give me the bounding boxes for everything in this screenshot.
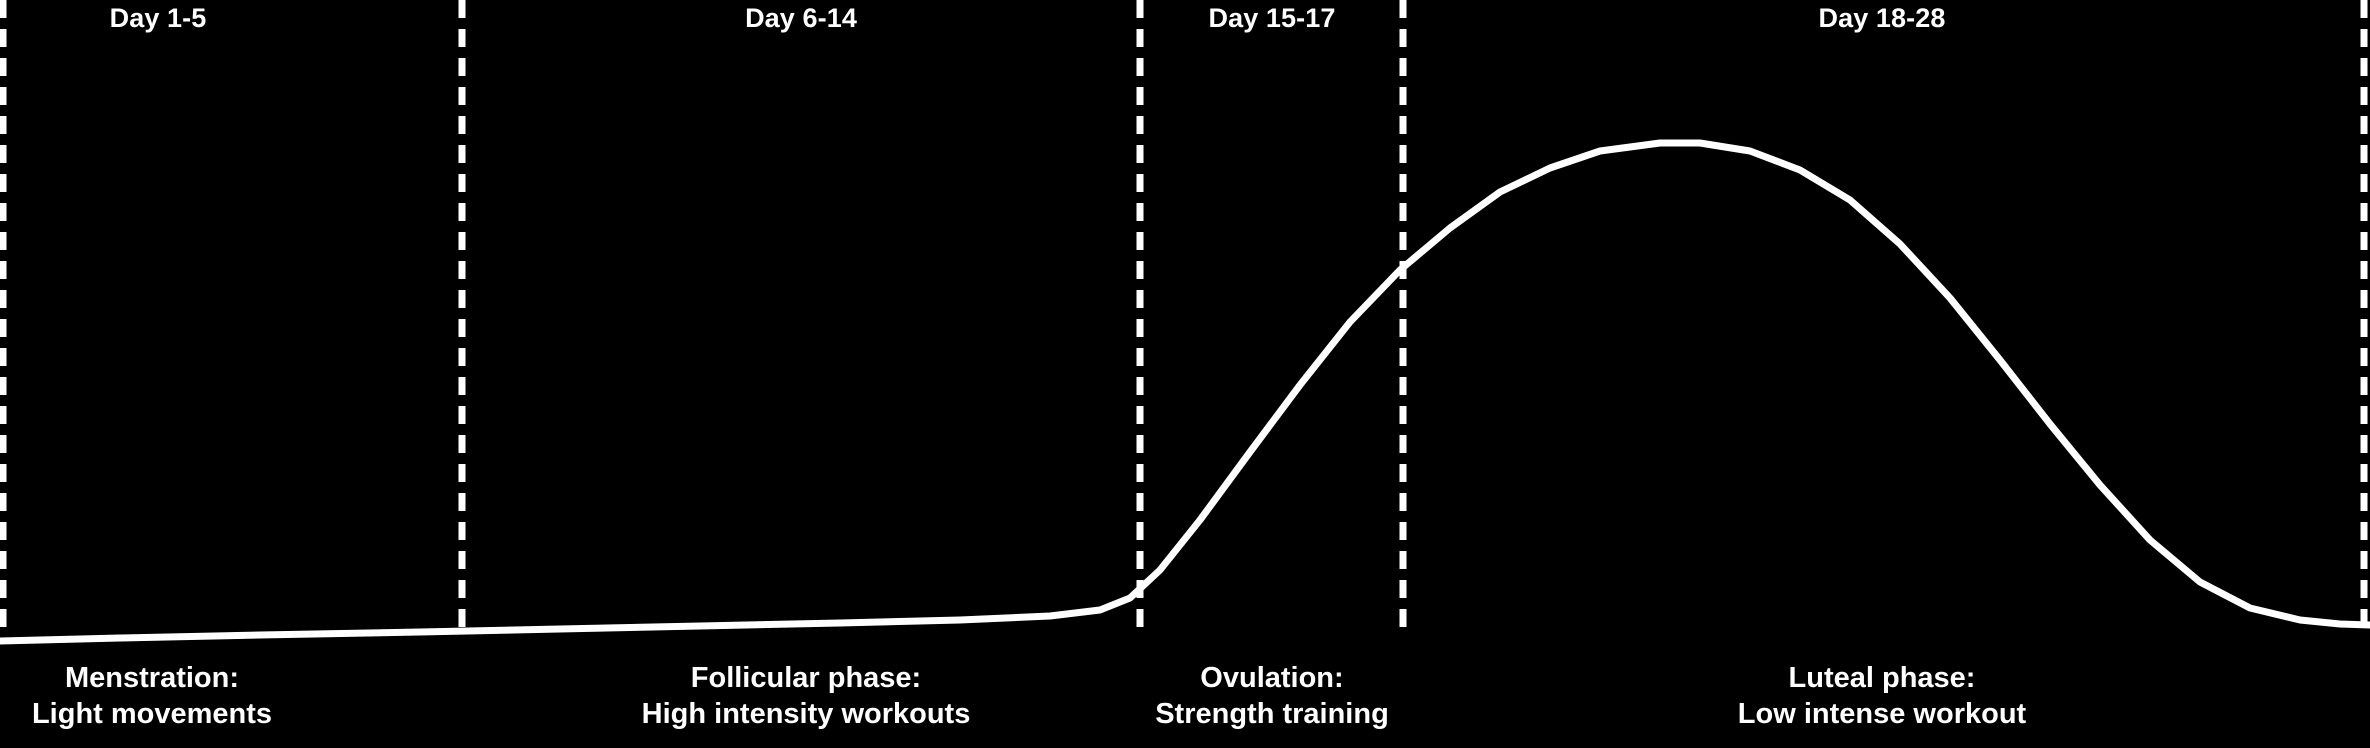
phase-name-ovulation: Ovulation:	[1200, 662, 1344, 694]
phase-top-label-follicular: Day 6-14	[643, 2, 959, 34]
phase-day-range-follicular: Day 6-14	[745, 3, 857, 33]
phase-recommendation-ovulation: Strength training	[1155, 698, 1389, 730]
phase-divider-lines	[0, 0, 2368, 636]
phase-bottom-label-luteal: Luteal phase: Low intense workout	[1682, 660, 2082, 732]
phase-recommendation-menstration: Light movements	[31, 698, 273, 730]
phase-name-follicular: Follicular phase:	[690, 662, 922, 694]
phase-day-range-menstration: Day 1-5	[109, 3, 207, 33]
phase-bottom-label-menstration: Menstration: Light movements	[0, 660, 304, 732]
phase-bottom-label-follicular: Follicular phase: High intensity workout…	[606, 660, 1006, 732]
phase-recommendation-luteal: Low intense workout	[1737, 698, 2027, 730]
phase-name-menstration: Menstration:	[65, 662, 239, 694]
phase-name-luteal: Luteal phase:	[1788, 662, 1976, 694]
phase-day-range-luteal: Day 18-28	[1818, 3, 1946, 33]
phase-bottom-label-ovulation: Ovulation: Strength training	[1122, 660, 1422, 732]
phase-recommendation-follicular: High intensity workouts	[641, 698, 971, 730]
phase-top-label-ovulation: Day 15-17	[1114, 2, 1430, 34]
phase-day-range-ovulation: Day 15-17	[1208, 3, 1336, 33]
phase-top-label-luteal: Day 18-28	[1724, 2, 2040, 34]
phase-top-label-menstration: Day 1-5	[0, 2, 316, 34]
hormone-level-curve	[0, 139, 2370, 645]
